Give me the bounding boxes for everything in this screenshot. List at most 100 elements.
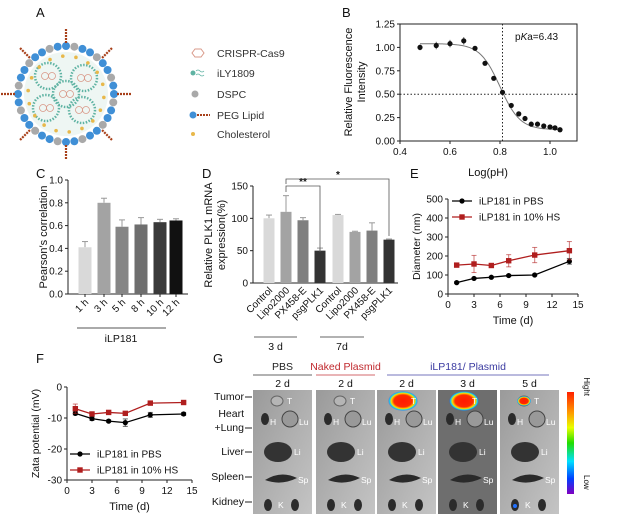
cholesterol [102, 95, 106, 100]
data-point [105, 409, 112, 416]
heart [508, 413, 516, 425]
data-point [72, 406, 79, 412]
y-tick-label: 1.25 [376, 20, 396, 31]
kidney [415, 499, 423, 511]
legend-marker [77, 451, 83, 457]
liver [264, 442, 292, 462]
data-point [461, 38, 467, 44]
shell-lipid [62, 42, 70, 50]
organ-tag: Lu [484, 417, 494, 427]
data-point [532, 252, 538, 258]
organ-tag: Sp [483, 475, 494, 485]
y-tick-label: 50 [237, 246, 249, 257]
shell-lipid [38, 131, 46, 140]
x-tick-label: 0 [445, 300, 451, 311]
organ-tag: H [394, 417, 400, 427]
group-label: 3 d [268, 341, 283, 353]
cholesterol [48, 57, 52, 62]
shell-lipid [25, 59, 34, 68]
peg-chain [101, 46, 114, 59]
group-label: PBS [272, 361, 293, 373]
data-point [488, 262, 495, 269]
x-tick-label: 9 [139, 486, 145, 497]
x-tick-label: 1.0 [543, 147, 557, 158]
y-axis-label: Intensity [356, 61, 368, 102]
y-axis-label: Zata potential (mV) [30, 389, 42, 478]
cholesterol [37, 65, 42, 69]
x-tick-label: 0.4 [393, 147, 407, 158]
data-point [541, 123, 547, 129]
spleen [328, 474, 360, 483]
organ-tag: K [402, 500, 408, 510]
lung [466, 410, 484, 428]
data-point [506, 272, 512, 279]
cholesterol [27, 101, 32, 106]
organ-tag: T [411, 396, 416, 406]
shell-lipid [92, 126, 101, 135]
peg-chain [18, 129, 31, 142]
colorbar-high-label: Hight [582, 377, 591, 396]
legend-marker [459, 198, 465, 204]
organ-tag: T [534, 396, 539, 406]
organ-tag: H [333, 417, 339, 427]
shell-lipid [53, 42, 62, 51]
cholesterol-legend-icon [191, 132, 195, 136]
y-axis-label: Pearson′s correlation [38, 186, 50, 289]
data-point [552, 125, 558, 131]
y-axis-label: Relative Fluorescence [343, 28, 355, 137]
particle-core [24, 52, 108, 136]
panel-label-d: D [202, 166, 211, 181]
data-point [122, 420, 128, 426]
pka-prefix: p [515, 32, 521, 43]
organ-image-2 [316, 390, 375, 514]
organ-tag: T [287, 396, 292, 406]
panel-label-b: B [342, 5, 351, 20]
kidney [476, 499, 484, 511]
organ-tag: Lu [299, 417, 309, 427]
shell-lipid [45, 44, 54, 53]
data-point [472, 45, 478, 51]
significance-bracket [285, 178, 390, 236]
y-tick-label: 300 [426, 233, 443, 244]
y-tick-label: 0.25 [376, 113, 396, 124]
panel-label-f: F [36, 351, 44, 366]
series-line [456, 250, 570, 267]
x-tick-label: 12 h [161, 297, 183, 319]
spleen [389, 474, 421, 483]
shell-lipid [78, 135, 87, 144]
group-label: iLP181/ Plasmid [430, 361, 506, 373]
x-tick-label: 0.6 [443, 147, 457, 158]
data-point [491, 75, 497, 81]
x-tick-label: 0.8 [493, 147, 507, 158]
organ-tag: H [455, 417, 461, 427]
bar [349, 231, 361, 283]
kidney [291, 499, 299, 511]
day-label: 2 d [338, 378, 353, 390]
y-tick-label: 400 [426, 214, 443, 225]
series-line [75, 412, 184, 424]
shell-lipid [109, 98, 118, 107]
tumor [270, 395, 284, 407]
shell-lipid [103, 66, 112, 74]
organ-tag: Lu [546, 417, 556, 427]
organ-label: Liver [221, 446, 244, 458]
lung [528, 410, 546, 428]
spleen [265, 474, 297, 483]
y-tick-label: 0.8 [49, 198, 63, 209]
ionizable-lipid-ring [69, 63, 99, 93]
cholesterol [33, 113, 37, 118]
y-tick-label: 0.2 [49, 267, 63, 278]
series-line [456, 260, 570, 284]
y-tick-label: 1.0 [49, 176, 63, 187]
cholesterol [54, 128, 58, 133]
day-label: 3 d [460, 378, 475, 390]
shell-lipid [16, 73, 25, 82]
kidney [388, 499, 396, 511]
y-tick-label: 0.6 [49, 221, 63, 232]
group-label: Naked Plasmid [310, 361, 381, 373]
data-point [454, 280, 460, 286]
data-point [453, 262, 460, 268]
organ-tag: Sp [298, 475, 309, 485]
liver [449, 442, 477, 462]
legend-label: iLP181 in 10% HS [479, 213, 560, 224]
